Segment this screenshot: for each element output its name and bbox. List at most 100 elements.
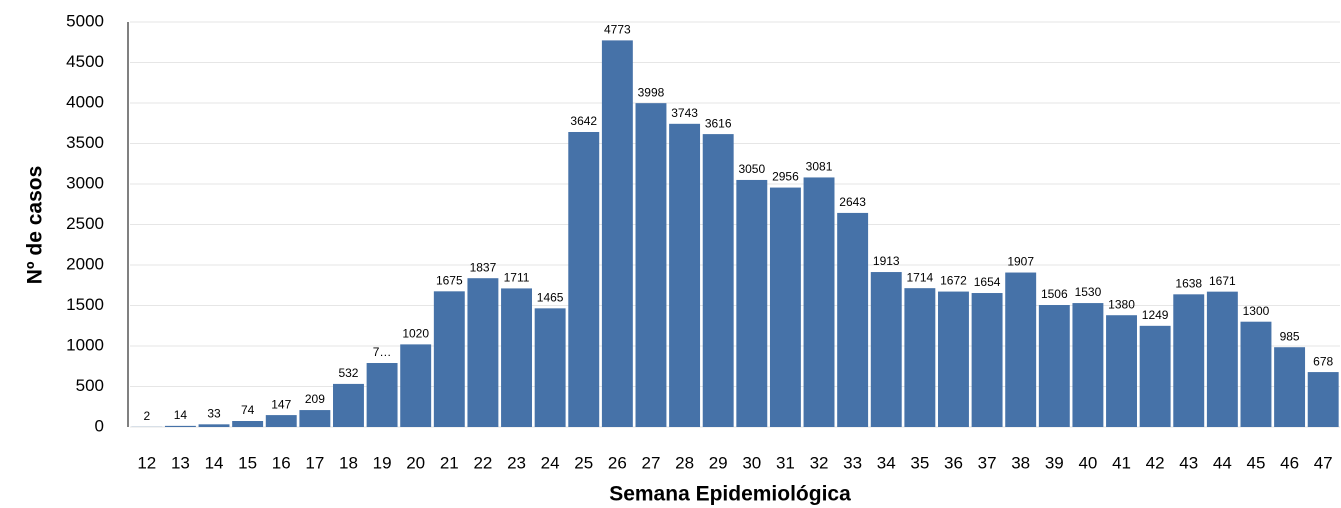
x-tick-label: 28	[675, 453, 694, 472]
y-tick-label: 0	[95, 416, 104, 435]
value-label: 14	[174, 408, 188, 422]
x-tick-label: 13	[171, 453, 190, 472]
x-axis-title: Semana Epidemiológica	[609, 483, 851, 506]
value-label: 1530	[1075, 285, 1102, 299]
value-label: 1249	[1142, 308, 1169, 322]
y-tick-label: 4500	[66, 52, 104, 71]
y-tick-label: 1000	[66, 335, 104, 354]
bar	[837, 212, 869, 427]
x-tick-label: 29	[709, 453, 728, 472]
y-tick-label: 3000	[66, 173, 104, 192]
y-tick-label: 4000	[66, 92, 104, 111]
value-label: 1638	[1175, 276, 1202, 290]
x-tick-label: 21	[440, 453, 459, 472]
bar	[870, 272, 902, 427]
bar	[669, 123, 701, 427]
bar	[467, 278, 499, 427]
bar	[1005, 272, 1037, 427]
value-label: 1837	[470, 260, 497, 274]
bar	[1206, 291, 1238, 427]
x-tick-label: 32	[810, 453, 829, 472]
value-label: 3998	[638, 85, 665, 99]
y-axis-title: Nº de casos	[24, 166, 47, 285]
bar	[1274, 347, 1306, 427]
y-tick-label: 2500	[66, 214, 104, 233]
value-label: 2956	[772, 170, 799, 184]
bar	[299, 410, 331, 427]
y-tick-label: 5000	[66, 11, 104, 30]
y-tick-label: 500	[76, 376, 104, 395]
bar	[1240, 321, 1272, 427]
value-label: 3743	[671, 106, 698, 120]
value-label: 3081	[806, 160, 833, 174]
x-tick-label: 23	[507, 453, 526, 472]
x-tick-label: 39	[1045, 453, 1064, 472]
x-tick-label: 35	[910, 453, 929, 472]
x-tick-label: 42	[1146, 453, 1165, 472]
value-label: 532	[338, 366, 358, 380]
bar	[1072, 303, 1104, 427]
x-tick-label: 16	[272, 453, 291, 472]
bar	[971, 293, 1003, 427]
bar	[601, 40, 633, 428]
bar	[568, 131, 600, 428]
value-label: 1465	[537, 291, 564, 305]
bar	[803, 177, 835, 427]
x-tick-label: 12	[137, 453, 156, 472]
bar	[534, 308, 566, 427]
value-label: 1907	[1007, 255, 1034, 269]
x-tick-label: 15	[238, 453, 257, 472]
x-tick-label: 44	[1213, 453, 1232, 472]
bar	[433, 291, 465, 427]
value-label: 1654	[974, 275, 1001, 289]
value-label: 33	[207, 406, 221, 420]
bar	[635, 103, 667, 428]
x-tick-label: 37	[978, 453, 997, 472]
bar	[904, 288, 936, 427]
value-label: 3050	[738, 162, 765, 176]
y-tick-label: 2000	[66, 254, 104, 273]
bar	[1307, 372, 1339, 427]
value-label: 74	[241, 403, 255, 417]
value-label: 1506	[1041, 287, 1068, 301]
value-label: 678	[1313, 354, 1333, 368]
value-label: 1380	[1108, 297, 1135, 311]
x-tick-label: 22	[473, 453, 492, 472]
y-tick-label: 1500	[66, 295, 104, 314]
x-tick-label: 31	[776, 453, 795, 472]
value-label: 7…	[373, 345, 392, 359]
x-tick-label: 36	[944, 453, 963, 472]
value-label: 209	[305, 392, 325, 406]
bar	[198, 424, 230, 427]
value-label: 1714	[907, 270, 934, 284]
x-tick-label: 41	[1112, 453, 1131, 472]
bar	[164, 425, 196, 427]
value-label: 1671	[1209, 274, 1236, 288]
x-tick-label: 33	[843, 453, 862, 472]
y-tick-label: 3500	[66, 133, 104, 152]
x-tick-label: 24	[541, 453, 560, 472]
x-tick-label: 38	[1011, 453, 1030, 472]
value-label: 985	[1280, 329, 1300, 343]
x-tick-label: 27	[642, 453, 661, 472]
value-label: 1913	[873, 254, 900, 268]
value-label: 1672	[940, 274, 967, 288]
bar	[265, 415, 297, 427]
value-label: 1711	[504, 271, 530, 285]
bar	[702, 134, 734, 427]
x-tick-label: 26	[608, 453, 627, 472]
value-label: 1020	[402, 327, 429, 341]
x-tick-label: 45	[1247, 453, 1266, 472]
value-label: 3616	[705, 116, 732, 130]
bar	[1173, 294, 1205, 427]
x-tick-label: 25	[574, 453, 593, 472]
bar	[232, 421, 264, 427]
bar	[1106, 315, 1137, 427]
x-tick-label: 14	[205, 453, 224, 472]
bar	[333, 383, 364, 427]
x-tick-label: 20	[406, 453, 425, 472]
bar	[1038, 305, 1070, 427]
value-label: 147	[271, 397, 291, 411]
